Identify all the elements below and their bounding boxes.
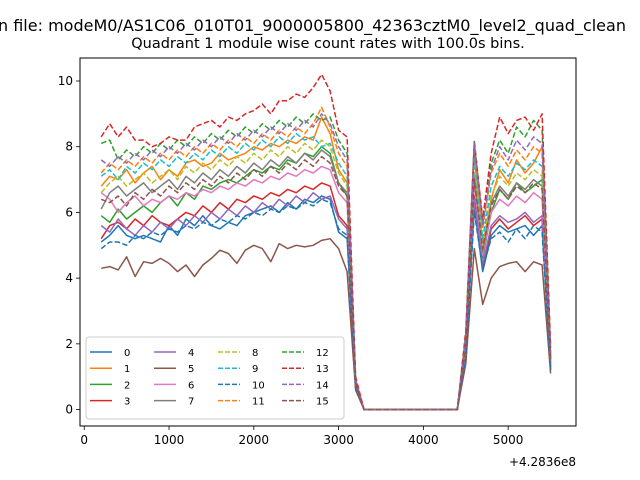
legend-label-9: 9 xyxy=(252,364,258,375)
x-axis: 0 1000 2000 3000 4000 5000 xyxy=(80,426,523,447)
series-line-5 xyxy=(101,237,552,411)
y-tick-label: 4 xyxy=(65,271,73,285)
legend-label-8: 8 xyxy=(252,348,258,359)
legend-label-11: 11 xyxy=(252,397,265,408)
chart-title: Quadrant 1 module wise count rates with … xyxy=(131,36,525,52)
legend-label-13: 13 xyxy=(316,364,329,375)
legend-label-6: 6 xyxy=(188,380,194,391)
figure-suptitle: n file: modeM0/AS1C06_010T01_9000005800_… xyxy=(0,16,626,35)
series-lines xyxy=(100,73,552,411)
y-tick-label: 8 xyxy=(65,140,73,154)
x-tick-label: 1000 xyxy=(154,433,185,447)
series-line-4 xyxy=(100,191,552,411)
legend-label-4: 4 xyxy=(188,348,194,359)
x-tick-label: 5000 xyxy=(493,433,524,447)
axes-frame xyxy=(79,57,577,427)
y-tick-label: 2 xyxy=(65,337,73,351)
x-tick-label: 3000 xyxy=(323,433,354,447)
x-tick-label: 2000 xyxy=(239,433,270,447)
legend-label-12: 12 xyxy=(316,348,329,359)
legend-label-10: 10 xyxy=(252,380,265,391)
legend-label-2: 2 xyxy=(124,380,130,391)
series-line-15 xyxy=(100,155,552,411)
legend-label-3: 3 xyxy=(124,397,130,408)
y-axis: 0 2 4 6 8 10 xyxy=(58,74,80,417)
legend-label-0: 0 xyxy=(124,348,130,359)
x-tick-label: 4000 xyxy=(408,433,439,447)
y-tick-label: 10 xyxy=(58,74,73,88)
series-line-14 xyxy=(100,113,552,411)
y-tick-label: 0 xyxy=(65,403,73,417)
legend-label-7: 7 xyxy=(188,397,194,408)
legend-label-1: 1 xyxy=(124,364,130,375)
series-line-10 xyxy=(100,198,552,411)
legend-box xyxy=(85,336,345,420)
series-line-9 xyxy=(100,132,552,411)
legend-label-5: 5 xyxy=(188,364,194,375)
y-tick-label: 6 xyxy=(65,205,73,219)
legend-label-15: 15 xyxy=(316,397,329,408)
legend-label-14: 14 xyxy=(316,380,329,391)
x-offset-label: +4.2836e8 xyxy=(509,455,576,469)
x-tick-label: 0 xyxy=(80,433,88,447)
